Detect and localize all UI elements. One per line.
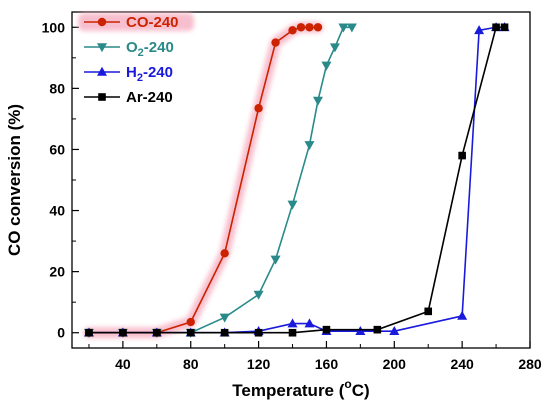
data-point: [458, 151, 466, 160]
data-point: [186, 328, 195, 337]
data-point: [389, 326, 400, 335]
legend-label: Ar-240: [126, 89, 173, 106]
legend-swatch-marker: [97, 43, 107, 53]
legend-label-sub: 2: [138, 47, 144, 59]
legend-label: H2-240: [126, 64, 173, 84]
x-tick-label: 40: [115, 356, 131, 372]
x-tick-label: 240: [450, 356, 474, 372]
legend-label-main: H: [126, 64, 137, 81]
data-point: [220, 328, 229, 337]
data-point: [253, 290, 264, 300]
data-point: [254, 104, 263, 113]
y-tick-label: 60: [49, 141, 65, 157]
data-point: [270, 255, 281, 265]
y-tick-label: 20: [49, 264, 65, 280]
x-tick-label: 200: [383, 356, 407, 372]
legend-item: Ar-240: [84, 89, 173, 106]
data-point: [271, 38, 280, 47]
data-point: [304, 141, 315, 151]
series-3: [85, 23, 509, 337]
legend-item: H2-240: [84, 64, 173, 84]
data-point: [474, 25, 485, 35]
y-tick-label: 40: [49, 203, 65, 219]
data-point: [288, 328, 297, 337]
tick-layer: [72, 26, 531, 348]
x-axis-title-tail: C): [352, 381, 370, 400]
data-point: [153, 328, 161, 337]
x-tick-label: 80: [183, 356, 199, 372]
plot-frame: [71, 11, 531, 349]
data-point: [287, 200, 298, 210]
series-layer: [83, 22, 510, 338]
x-tick-label: 120: [247, 356, 271, 372]
data-point: [287, 318, 298, 328]
series-1: [83, 23, 357, 338]
data-point: [186, 317, 195, 327]
data-point: [321, 61, 332, 71]
y-tick-label: 100: [42, 19, 66, 35]
data-point: [219, 313, 230, 323]
legend-label: CO-240: [126, 14, 179, 31]
data-point: [254, 328, 263, 337]
data-point: [296, 23, 306, 32]
data-point: [500, 23, 509, 32]
data-point: [322, 325, 331, 334]
x-tick-label: 160: [315, 356, 339, 372]
legend-label-sub: 2: [137, 72, 143, 84]
data-point: [338, 23, 349, 33]
legend-label-tail: -240: [144, 39, 174, 56]
data-point: [305, 23, 314, 32]
series-highlight: [83, 21, 324, 339]
y-axis-title: CO conversion (%): [5, 104, 24, 256]
data-point: [346, 23, 357, 33]
label-layer: 40 80 120 160 200 240 280 0 20 40 60 80 100: [42, 19, 542, 372]
data-point: [355, 326, 366, 335]
x-axis-title-main: Temperature (: [232, 381, 344, 400]
legend-item: CO-240: [78, 13, 194, 31]
data-point: [304, 318, 315, 328]
legend-swatch-marker: [97, 17, 107, 27]
legend-label: O2-240: [126, 39, 174, 59]
y-tick-label: 0: [57, 325, 65, 341]
legend-label-main: CO-240: [126, 14, 179, 31]
legend-highlight: [78, 13, 194, 31]
highlight-layer: [83, 21, 324, 339]
data-point: [312, 96, 323, 106]
legend-swatch-marker: [97, 66, 107, 76]
data-point: [373, 325, 382, 334]
legend-label-main: Ar-240: [126, 89, 173, 106]
legend-item: O2-240: [84, 39, 174, 59]
data-point: [313, 23, 323, 32]
data-point: [329, 43, 340, 53]
y-tick-label: 80: [49, 80, 65, 96]
legend-label-tail: -240: [143, 64, 173, 81]
x-axis-title: Temperature (oC): [232, 377, 369, 400]
data-point: [457, 310, 468, 320]
x-tick-label: 280: [518, 356, 542, 372]
data-point: [288, 26, 297, 35]
data-point: [424, 307, 433, 316]
data-point: [220, 249, 229, 258]
data-point: [119, 328, 127, 337]
data-point: [492, 23, 500, 32]
legend-swatch-marker: [98, 93, 106, 101]
data-point: [85, 328, 93, 337]
x-axis-title-sup: o: [344, 377, 351, 391]
legend-label-main: O: [126, 39, 138, 56]
